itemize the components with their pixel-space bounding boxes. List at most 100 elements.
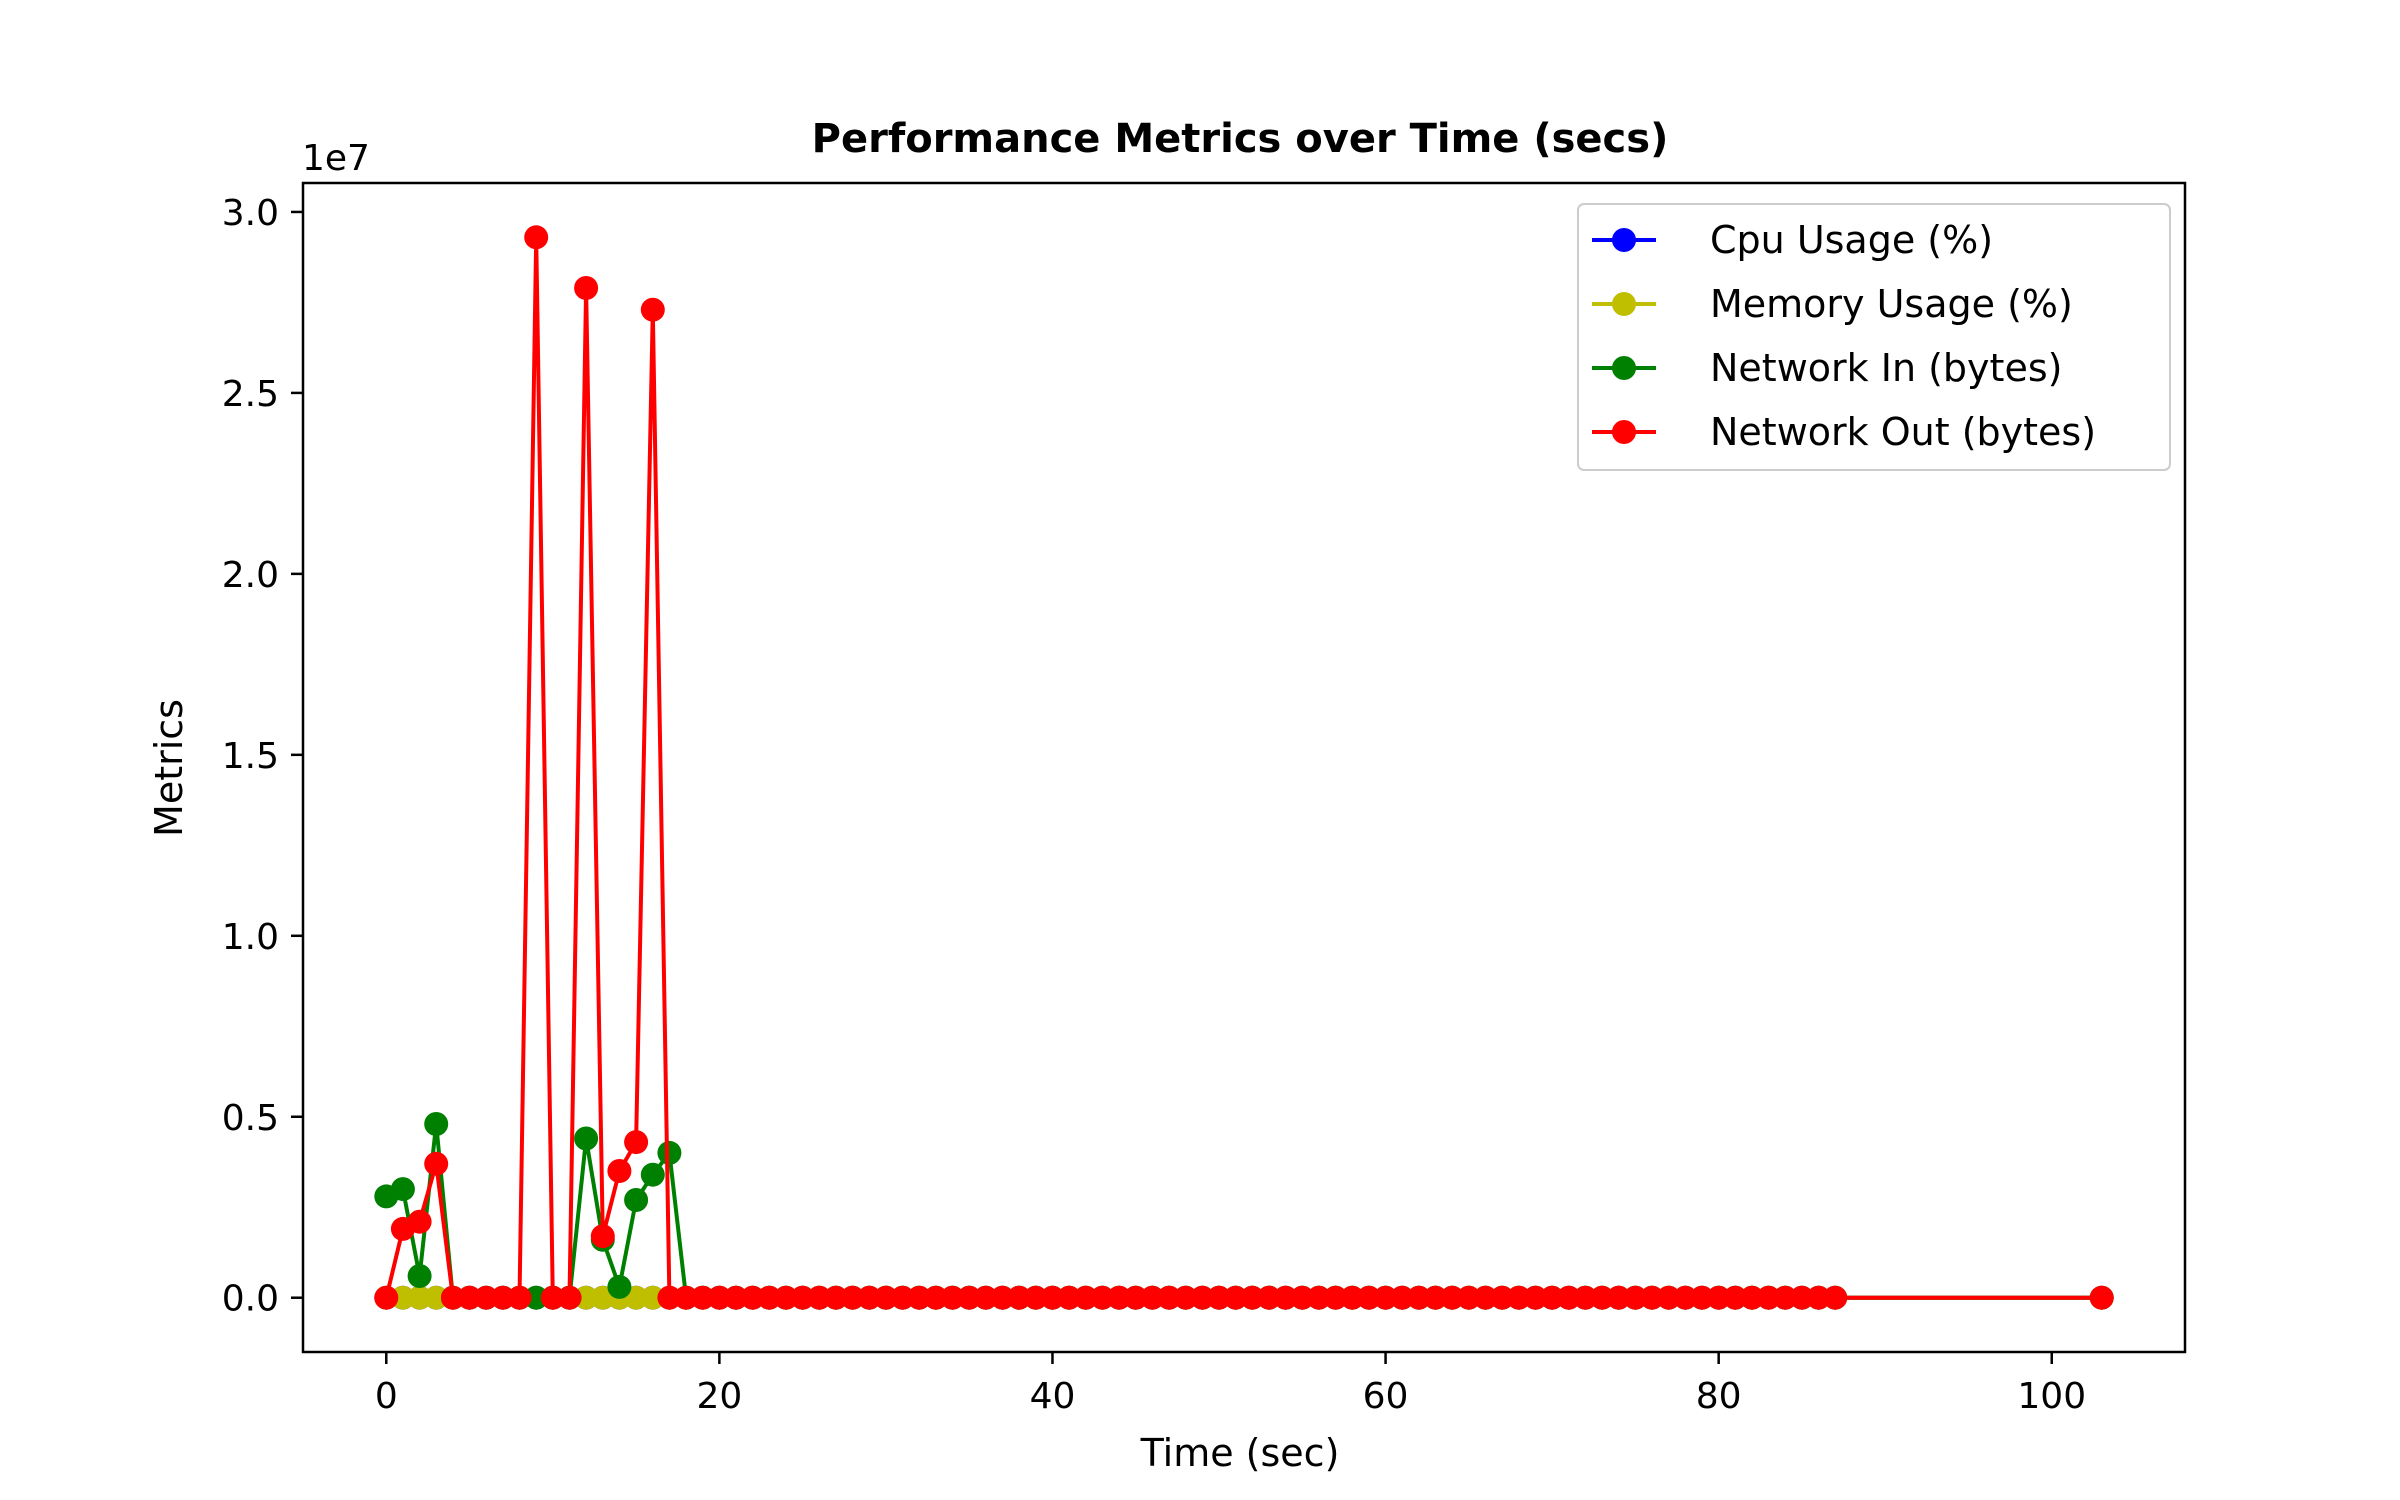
x-tick-label: 80 <box>1696 1376 1742 1417</box>
x-tick-label: 100 <box>2017 1376 2086 1417</box>
series-3 <box>374 225 2114 1310</box>
legend-entry: Network In (bytes) <box>1592 346 2062 390</box>
y-tick-label: 0.0 <box>222 1279 279 1320</box>
data-point <box>1007 1285 1032 1310</box>
data-point <box>1640 1285 1664 1310</box>
data-point <box>840 1285 865 1310</box>
data-point <box>1740 1285 1764 1310</box>
data-point <box>1773 1285 1798 1310</box>
data-point <box>1223 1285 1248 1310</box>
data-point <box>1340 1285 1365 1310</box>
legend: Cpu Usage (%) Memory Usage (%) Network In … <box>1577 203 2171 471</box>
legend-entry: Memory Usage (%) <box>1592 282 2073 326</box>
data-point <box>624 1188 649 1212</box>
legend-marker <box>1612 420 1636 444</box>
data-point <box>873 1285 898 1310</box>
data-point <box>1506 1285 1531 1310</box>
legend-marker <box>1612 228 1636 252</box>
data-point <box>440 1285 465 1310</box>
data-point <box>1556 1285 1581 1310</box>
data-point <box>857 1285 882 1310</box>
data-point <box>1257 1285 1281 1310</box>
y-axis-label: Metrics <box>147 699 191 837</box>
data-point <box>940 1285 965 1310</box>
data-point <box>1023 1285 1048 1310</box>
data-point <box>474 1285 499 1310</box>
y-tick-label: 0.5 <box>222 1098 279 1139</box>
legend-box <box>1577 203 2171 471</box>
x-tick-label: 60 <box>1363 1376 1409 1417</box>
data-point <box>1207 1285 1231 1310</box>
data-point <box>1173 1285 1198 1310</box>
data-point <box>1356 1285 1381 1310</box>
data-point <box>1390 1285 1415 1310</box>
data-point <box>1073 1285 1098 1310</box>
legend-label: Cpu Usage (%) <box>1710 218 1993 262</box>
data-point <box>1623 1285 1648 1310</box>
data-point <box>774 1285 798 1310</box>
data-point <box>790 1285 815 1310</box>
y-tick-label: 3.0 <box>222 193 279 234</box>
y-tick-label: 1.5 <box>222 736 279 777</box>
data-point <box>507 1285 532 1310</box>
data-point <box>574 1285 599 1310</box>
legend-marker <box>1612 356 1636 380</box>
data-point <box>1573 1285 1598 1310</box>
data-point <box>1690 1285 1714 1310</box>
data-point <box>607 1159 632 1183</box>
x-tick-label: 0 <box>375 1376 398 1417</box>
data-point <box>1706 1285 1731 1310</box>
data-point <box>724 1285 748 1310</box>
data-point <box>807 1285 832 1310</box>
data-point <box>674 1285 699 1310</box>
data-point <box>990 1285 1015 1310</box>
x-tick-label: 20 <box>696 1376 742 1417</box>
data-point <box>1673 1285 1698 1310</box>
plot-area <box>374 225 2114 1310</box>
axes: 0 20 40 60 80 100 0.0 0.5 1.0 1.5 2.0 2.5 3.0 <box>222 181 2187 1417</box>
data-point <box>1523 1285 1548 1310</box>
data-point <box>1306 1285 1331 1310</box>
data-point <box>1540 1285 1565 1310</box>
data-point <box>574 1126 599 1151</box>
data-point <box>407 1209 432 1234</box>
data-point <box>1806 1285 1831 1310</box>
data-point <box>1090 1285 1115 1310</box>
data-point <box>1606 1285 1631 1310</box>
y-offset-label: 1e7 <box>302 138 370 179</box>
y-tick-label: 2.5 <box>222 374 279 415</box>
data-point <box>1123 1285 1148 1310</box>
data-point <box>540 1285 565 1310</box>
data-point <box>1157 1285 1182 1310</box>
data-point <box>524 1285 549 1310</box>
data-point <box>1040 1285 1065 1310</box>
data-point <box>1323 1285 1348 1310</box>
data-point <box>1290 1285 1315 1310</box>
data-point <box>1723 1285 1748 1310</box>
data-point <box>824 1285 848 1310</box>
data-point <box>1107 1285 1132 1310</box>
data-point <box>374 1285 399 1310</box>
data-point <box>424 1112 449 1136</box>
data-point <box>1490 1285 1515 1310</box>
axes-frame <box>301 181 2187 1354</box>
data-point <box>1273 1285 1298 1310</box>
data-point <box>640 1285 665 1310</box>
data-point <box>1373 1285 1398 1310</box>
data-point <box>757 1285 782 1310</box>
data-point <box>1057 1285 1082 1310</box>
data-point <box>957 1285 982 1310</box>
data-point <box>1456 1285 1481 1310</box>
data-point <box>1423 1285 1448 1310</box>
data-point <box>490 1285 515 1310</box>
data-point <box>1190 1285 1215 1310</box>
data-point <box>740 1285 765 1310</box>
data-point <box>390 1285 415 1310</box>
data-point <box>1756 1285 1781 1310</box>
data-point <box>574 276 599 300</box>
y-tick-label: 2.0 <box>222 555 279 596</box>
data-point <box>640 1162 665 1187</box>
data-point <box>424 1151 449 1176</box>
data-point <box>607 1274 632 1299</box>
